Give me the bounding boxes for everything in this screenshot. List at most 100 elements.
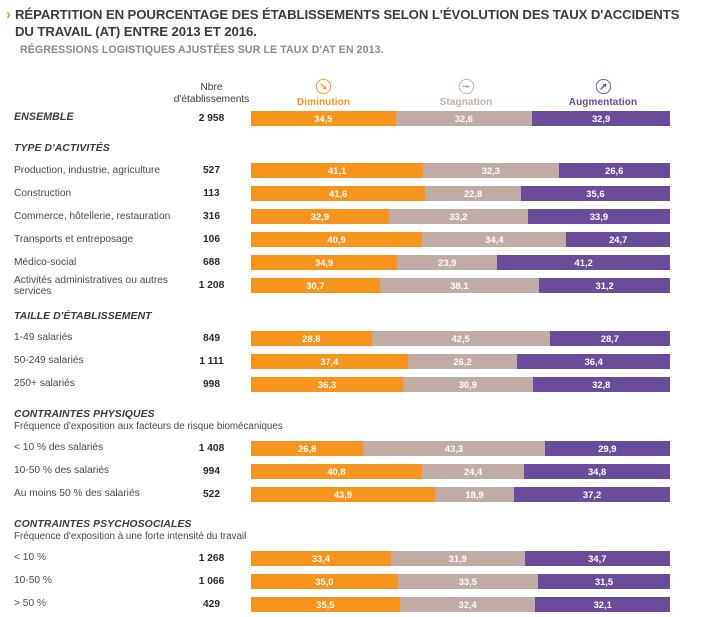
table-row[interactable]: 10-50 % des salariés 994 40,8 24,4 34,8 — [0, 461, 710, 481]
bar-value-label: 24,7 — [609, 234, 628, 245]
bar-segment-stagnation[interactable]: 32,3 — [423, 163, 559, 178]
bar-segment-augmentation[interactable]: 28,7 — [549, 330, 670, 346]
table-row[interactable]: Commerce, hôtellerie, restauration 316 32,… — [0, 207, 710, 227]
table-row[interactable]: Médico-social 688 34,9 23,9 41,2 — [0, 253, 710, 273]
row-label: Production, industrie, agriculture — [14, 164, 161, 176]
bar-segment-augmentation[interactable]: 29,9 — [544, 440, 670, 456]
bar-segment-stagnation[interactable]: 18,9 — [434, 486, 515, 502]
stacked-bar: 40,9 34,4 24,7 — [251, 232, 670, 247]
bar-value-label: 31,2 — [595, 280, 614, 291]
bar-segment-diminution[interactable]: 33,4 — [251, 550, 391, 566]
bar-segment-augmentation[interactable]: 41,2 — [497, 255, 670, 270]
bar-segment-stagnation[interactable]: 33,2 — [388, 209, 528, 224]
row-bar: 36,3 30,9 32,8 — [251, 376, 683, 392]
row-label: 1-49 salariés — [14, 332, 73, 344]
bar-segment-stagnation[interactable]: 31,9 — [390, 550, 525, 566]
legend-item-stagnation[interactable]: Stagnation — [396, 78, 536, 108]
row-count: 1 111 — [199, 355, 224, 367]
bar-segment-augmentation[interactable]: 31,5 — [538, 573, 670, 589]
bar-segment-diminution[interactable]: 34,5 — [251, 110, 396, 126]
bar-value-label: 30,9 — [458, 378, 477, 390]
bar-segment-diminution[interactable]: 34,9 — [251, 255, 398, 270]
bar-segment-stagnation[interactable]: 26,2 — [407, 353, 518, 369]
table-row[interactable]: Au moins 50 % des salariés 522 43,9 18,9 37,… — [0, 484, 710, 504]
table-row[interactable]: 250+ salariés 998 36,3 30,9 32,8 — [0, 374, 710, 394]
row-label: < 10 % — [14, 552, 47, 564]
bar-segment-stagnation[interactable]: 42,5 — [371, 330, 550, 346]
table-row[interactable]: ENSEMBLE 2 958 34,5 32,6 32,9 — [0, 108, 710, 128]
bar-segment-diminution[interactable]: 26,8 — [251, 440, 364, 456]
table-row[interactable]: Transports et entreposage 106 40,9 34,4 24,7 — [0, 230, 710, 250]
bar-segment-diminution[interactable]: 35,0 — [251, 573, 398, 589]
bar-segment-stagnation[interactable]: 43,3 — [363, 440, 545, 456]
table-row[interactable]: < 10 % 1 268 33,4 31,9 34,7 — [0, 548, 710, 568]
bar-segment-stagnation[interactable]: 38,1 — [379, 278, 540, 293]
bar-segment-stagnation[interactable]: 22,8 — [425, 186, 521, 201]
table-row[interactable]: 50-249 salariés 1 111 37,4 26,2 36,4 — [0, 351, 710, 371]
bar-value-label: 28,7 — [600, 332, 619, 344]
bar-segment-stagnation[interactable]: 24,4 — [421, 463, 525, 479]
bar-segment-diminution[interactable]: 41,1 — [251, 163, 424, 178]
bar-segment-diminution[interactable]: 40,8 — [251, 463, 422, 479]
bar-segment-augmentation[interactable]: 36,4 — [517, 353, 670, 369]
bar-segment-stagnation[interactable]: 23,9 — [397, 255, 498, 270]
table-row[interactable]: Activités administratives ou autres serv… — [0, 275, 710, 297]
row-count: 1 066 — [198, 575, 225, 587]
table-row[interactable]: Production, industrie, agriculture 527 41,… — [0, 161, 710, 181]
bar-segment-augmentation[interactable]: 37,2 — [514, 486, 670, 502]
row-bar: 34,5 32,6 32,9 — [251, 110, 683, 126]
bar-value-label: 35,6 — [586, 188, 605, 199]
bar-segment-diminution[interactable]: 28,8 — [251, 330, 372, 346]
arrow-down-right-circle-icon — [315, 78, 332, 95]
bar-value-label: 32,8 — [592, 378, 611, 390]
bar-segment-diminution[interactable]: 36,3 — [251, 376, 404, 392]
bar-value-label: 40,9 — [327, 234, 346, 245]
bar-segment-stagnation[interactable]: 32,4 — [399, 596, 536, 612]
row-count: 429 — [203, 598, 220, 610]
row-count: 106 — [203, 234, 220, 245]
group-heading-subtitle: Fréquence d'exposition aux facteurs de r… — [14, 420, 283, 432]
bar-segment-diminution[interactable]: 35,5 — [251, 596, 400, 612]
legend-item-diminution[interactable]: Diminution — [251, 78, 396, 108]
table-row[interactable]: < 10 % des salariés 1 408 26,8 43,3 29,9 — [0, 438, 710, 458]
stacked-bar: 34,9 23,9 41,2 — [251, 255, 670, 270]
count-header-line2: d'établissements — [173, 94, 250, 105]
table-row[interactable]: > 50 % 429 35,5 32,4 32,1 — [0, 594, 710, 614]
bar-segment-stagnation[interactable]: 33,5 — [397, 573, 538, 589]
bar-segment-stagnation[interactable]: 34,4 — [422, 232, 567, 247]
table-row[interactable]: 1-49 salariés 849 28,8 42,5 28,7 — [0, 328, 710, 348]
bar-segment-augmentation[interactable]: 31,2 — [539, 278, 670, 293]
stacked-bar: 28,8 42,5 28,7 — [251, 330, 670, 346]
bar-segment-augmentation[interactable]: 35,6 — [520, 186, 670, 201]
bar-segment-augmentation[interactable]: 32,9 — [532, 110, 670, 126]
bar-segment-augmentation[interactable]: 33,9 — [527, 209, 670, 224]
legend: Diminution Stagnation — [251, 78, 683, 108]
bar-segment-diminution[interactable]: 41,6 — [251, 186, 426, 201]
bar-segment-stagnation[interactable]: 32,6 — [395, 110, 533, 126]
bar-value-label: 32,6 — [454, 112, 473, 124]
row-count: 1 268 — [198, 552, 225, 564]
bar-segment-diminution[interactable]: 40,9 — [251, 232, 423, 247]
page-title: RÉPARTITION EN POURCENTAGE DES ÉTABLISSE… — [15, 7, 680, 39]
bar-segment-diminution[interactable]: 37,4 — [251, 353, 408, 369]
bar-segment-stagnation[interactable]: 30,9 — [403, 376, 533, 392]
bar-segment-augmentation[interactable]: 26,6 — [558, 163, 670, 178]
bar-value-label: 35,0 — [315, 575, 334, 587]
bar-segment-augmentation[interactable]: 24,7 — [566, 232, 670, 247]
bar-value-label: 26,8 — [298, 442, 317, 454]
table-row[interactable]: 10-50 % 1 066 35,0 33,5 31,5 — [0, 571, 710, 591]
bar-segment-diminution[interactable]: 32,9 — [251, 209, 389, 224]
bar-segment-augmentation[interactable]: 32,1 — [535, 596, 670, 612]
bar-segment-diminution[interactable]: 30,7 — [251, 278, 380, 293]
legend-label-diminution: Diminution — [296, 97, 351, 108]
bar-segment-augmentation[interactable]: 34,7 — [524, 550, 670, 566]
bar-segment-augmentation[interactable]: 32,8 — [532, 376, 670, 392]
bar-value-label: 34,8 — [587, 465, 607, 477]
stacked-bar: 26,8 43,3 29,9 — [251, 440, 670, 456]
table-row[interactable]: Construction 113 41,6 22,8 35,6 — [0, 184, 710, 204]
bar-segment-augmentation[interactable]: 34,8 — [524, 463, 670, 479]
bar-segment-diminution[interactable]: 43,9 — [251, 486, 435, 502]
legend-item-augmentation[interactable]: Augmentation — [536, 78, 670, 108]
chart-rows: ENSEMBLE 2 958 34,5 32,6 32,9 TYPE D'ACTIVITÉ… — [0, 108, 710, 614]
row-label: ENSEMBLE — [14, 111, 74, 124]
